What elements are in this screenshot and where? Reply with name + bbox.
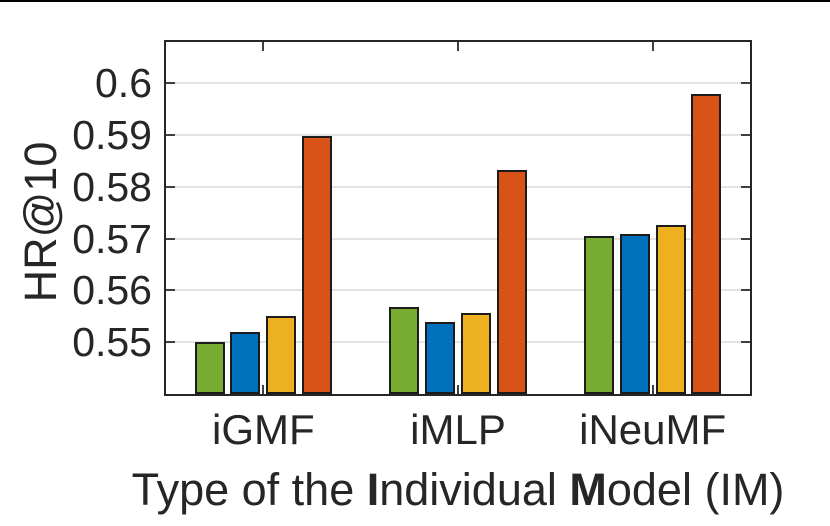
y-tick-label: 0.6 bbox=[95, 60, 152, 107]
y-tick-right bbox=[741, 82, 750, 85]
y-tick-right bbox=[741, 289, 750, 292]
x-tick-bottom bbox=[262, 385, 265, 394]
x-tick-label-iNeuMF: iNeuMF bbox=[579, 406, 727, 453]
bar-iNeuMF-blue bbox=[619, 233, 650, 394]
y-tick-left bbox=[166, 341, 175, 344]
x-axis-label-bold-part: M bbox=[569, 464, 607, 515]
y-gridline bbox=[166, 134, 750, 137]
x-axis-label-bold-part: I bbox=[366, 464, 380, 515]
bar-iMLP-green bbox=[389, 307, 420, 394]
bar-iGMF-orange bbox=[301, 135, 332, 394]
y-tick-label: 0.57 bbox=[72, 215, 152, 262]
y-tick-left bbox=[166, 237, 175, 240]
y-tick-left bbox=[166, 289, 175, 292]
y-gridline bbox=[166, 289, 750, 292]
y-tick-label: 0.56 bbox=[72, 267, 152, 314]
x-tick-label-iMLP: iMLP bbox=[410, 406, 506, 453]
page-top-rule bbox=[0, 0, 830, 2]
y-gridline bbox=[166, 185, 750, 188]
y-gridline bbox=[166, 82, 750, 85]
y-tick-label: 0.55 bbox=[72, 319, 152, 366]
y-tick-left bbox=[166, 134, 175, 137]
x-tick-top bbox=[457, 42, 459, 51]
y-gridline bbox=[166, 237, 750, 240]
x-tick-top bbox=[651, 42, 654, 51]
x-axis-label-part: ndividual bbox=[379, 464, 570, 515]
bar-iNeuMF-green bbox=[584, 236, 615, 394]
y-tick-right bbox=[741, 185, 750, 188]
bar-iMLP-blue bbox=[425, 322, 456, 394]
bar-iNeuMF-yellow bbox=[655, 224, 686, 394]
x-tick-bottom bbox=[457, 385, 459, 394]
plot-area bbox=[164, 40, 752, 396]
bar-iGMF-blue bbox=[230, 332, 261, 394]
bar-iGMF-green bbox=[194, 341, 225, 394]
y-tick-label: 0.59 bbox=[72, 112, 152, 159]
y-tick-left bbox=[166, 185, 175, 188]
x-axis-label-part: odel (IM) bbox=[606, 464, 785, 515]
x-tick-label-iGMF: iGMF bbox=[212, 406, 315, 453]
x-axis-label: Type of the Individual Model (IM) bbox=[132, 464, 785, 516]
y-tick-label: 0.58 bbox=[72, 163, 152, 210]
x-tick-bottom bbox=[651, 385, 654, 394]
y-tick-left bbox=[166, 82, 175, 85]
bar-iGMF-yellow bbox=[266, 315, 297, 394]
bar-iNeuMF-orange bbox=[691, 93, 722, 394]
y-gridline bbox=[166, 341, 750, 344]
y-tick-right bbox=[741, 134, 750, 137]
x-tick-top bbox=[262, 42, 265, 51]
bar-iMLP-orange bbox=[496, 170, 527, 394]
x-axis-label-part: Type of the bbox=[131, 464, 367, 515]
y-tick-right bbox=[741, 341, 750, 344]
y-tick-right bbox=[741, 237, 750, 240]
bar-iMLP-yellow bbox=[460, 312, 491, 394]
